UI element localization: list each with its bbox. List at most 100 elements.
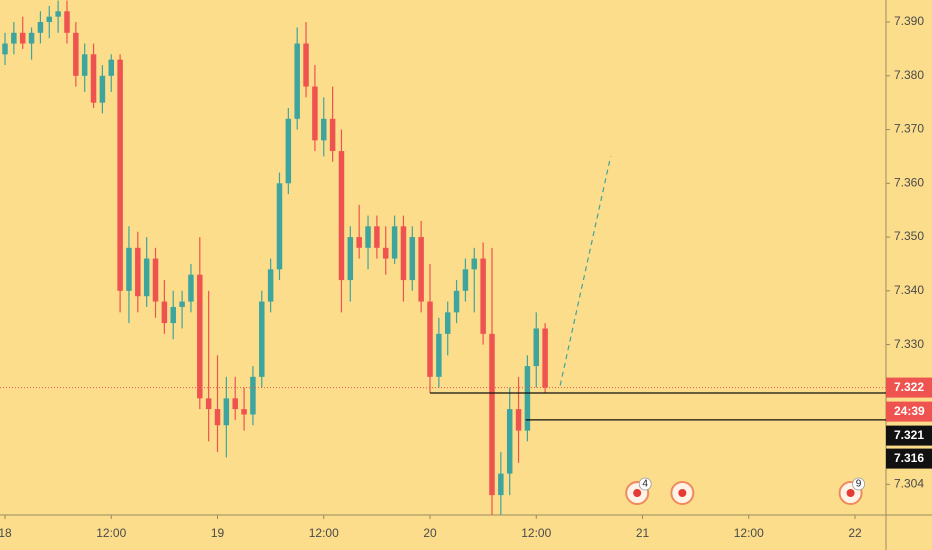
x-tick-label: 18 [0, 526, 12, 540]
candle-body [170, 306, 176, 324]
price-tag-label: 7.316 [894, 451, 924, 465]
x-tick-label: 12:00 [309, 526, 339, 540]
candle-body [232, 398, 238, 410]
candle-body [524, 366, 531, 431]
candle-body [143, 258, 150, 297]
candle-body [462, 269, 469, 291]
event-dot [678, 489, 687, 497]
candle-body [161, 301, 168, 324]
candle-body [73, 32, 79, 76]
candle-body [338, 151, 345, 281]
candle-body [489, 333, 495, 496]
event-count: 4 [642, 479, 648, 490]
candle-body [259, 301, 265, 377]
event-badge [638, 477, 652, 491]
candle-body [205, 398, 212, 410]
candle-body [11, 32, 17, 44]
candle-body [152, 258, 159, 302]
candle-body [276, 183, 283, 270]
price-tag-label: 24:39 [894, 404, 925, 418]
x-tick-label: 20 [423, 526, 437, 540]
candle-body [135, 247, 141, 297]
y-tick-label: 7.304 [894, 477, 924, 491]
candle-body [223, 398, 230, 426]
price-tag [886, 401, 932, 422]
y-tick-label: 7.390 [894, 14, 924, 28]
event-badge [852, 477, 865, 491]
candle-body [498, 473, 504, 496]
x-tick-label: 22 [848, 526, 862, 540]
x-tick-label: 21 [636, 526, 650, 540]
plot [0, 0, 886, 515]
x-tick-label: 12:00 [96, 526, 126, 540]
y-tick-label: 7.360 [894, 175, 924, 189]
event-count: 9 [856, 479, 862, 490]
candle-body [533, 328, 540, 367]
candle-body [19, 32, 26, 44]
candle-body [214, 409, 221, 426]
candle-body [409, 237, 416, 281]
candle-body [188, 274, 194, 302]
event-marker[interactable]: 4 [625, 477, 652, 505]
price-tag [886, 425, 932, 446]
candle-body [329, 118, 336, 152]
candle-body [285, 118, 292, 184]
candle-body [453, 290, 460, 313]
price-tag-label: 7.321 [894, 428, 924, 442]
event-marker[interactable] [670, 481, 695, 505]
candle-body [365, 226, 371, 248]
y-tick-label: 7.330 [894, 337, 924, 351]
candle-body [108, 59, 114, 76]
candle-body [81, 54, 88, 76]
event-dot [846, 489, 855, 497]
candle-body [444, 312, 451, 334]
candle-body [312, 86, 318, 141]
candle-body [471, 258, 478, 270]
price-tag [886, 448, 932, 469]
candle-body [347, 237, 354, 281]
candle-body [400, 226, 407, 281]
price-tag [886, 377, 932, 398]
candle-body [321, 118, 327, 141]
candle-body [2, 43, 8, 55]
candle-body [480, 258, 486, 334]
event-dot [633, 489, 642, 497]
candle-body [99, 75, 106, 103]
x-tick-label: 19 [211, 526, 225, 540]
candle-body [90, 54, 97, 103]
y-tick-label: 7.340 [894, 283, 924, 297]
price-tag-label: 7.322 [894, 380, 924, 394]
candle-body [64, 11, 70, 33]
candle-body [179, 301, 185, 307]
candle-body [46, 16, 53, 23]
candle-body [250, 376, 256, 415]
candle-body [382, 247, 389, 259]
candle-body [117, 59, 123, 291]
candle-body [241, 409, 247, 415]
candle-body [542, 328, 548, 388]
candle-body [28, 32, 35, 44]
x-tick-label: 12:00 [734, 526, 764, 540]
candle-body [303, 43, 309, 87]
y-tick-label: 7.380 [894, 68, 924, 82]
projection-line [559, 156, 612, 386]
candle-body [294, 43, 300, 119]
candle-body [418, 237, 424, 302]
event-marker[interactable]: 9 [838, 477, 865, 505]
y-tick-label: 7.350 [894, 229, 924, 243]
candle-body [356, 237, 362, 248]
candle-body [126, 247, 132, 291]
candle-body [197, 274, 203, 399]
candle-body [427, 301, 433, 377]
candle-body [515, 409, 522, 431]
x-tick-label: 12:00 [521, 526, 551, 540]
candle-body [55, 11, 61, 17]
candle-body [506, 409, 513, 474]
candle-body [267, 269, 274, 302]
candle-body [37, 22, 44, 33]
candle-body [374, 226, 380, 248]
candle-body [391, 226, 398, 259]
candle-body [436, 333, 442, 377]
y-tick-label: 7.370 [894, 122, 924, 136]
